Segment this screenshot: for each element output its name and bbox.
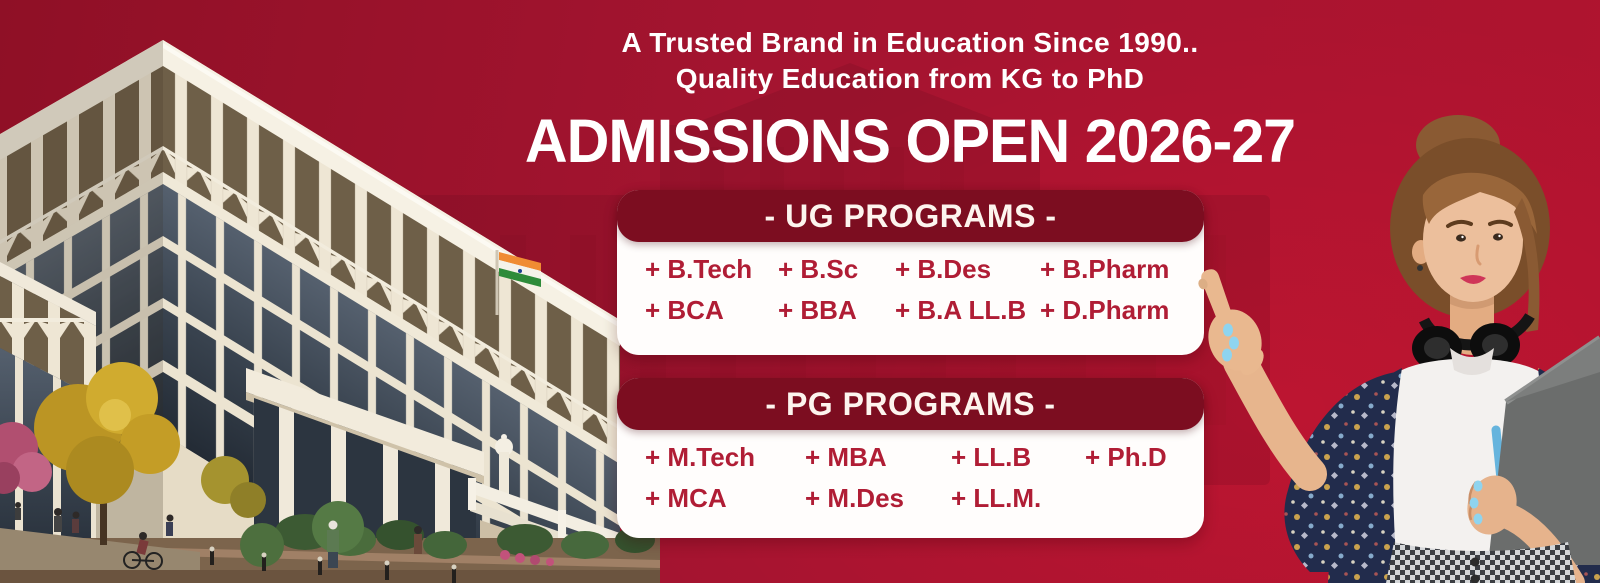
tagline-line1: A Trusted Brand in Education Since 1990.… xyxy=(621,27,1199,58)
program-item: + B.A LL.B xyxy=(895,295,1027,325)
pg-programs-list: + M.Tech + MBA + LL.B + Ph.D + MCA + M.D… xyxy=(617,378,1204,514)
campus-building-photo xyxy=(0,40,660,583)
program-item: + B.Pharm xyxy=(1040,254,1170,284)
student-photo xyxy=(1198,115,1600,583)
program-item: + B.Sc xyxy=(778,254,859,284)
pedestrians xyxy=(15,502,422,570)
pg-programs-header: - PG PROGRAMS - xyxy=(617,378,1204,430)
program-item: + MCA xyxy=(645,483,727,513)
tagline-line2: Quality Education from KG to PhD xyxy=(675,63,1145,94)
ug-programs-list: + B.Tech + B.Sc + B.Des + B.Pharm + BCA … xyxy=(617,190,1204,326)
program-item: + B.Des xyxy=(895,254,992,284)
student-face xyxy=(1412,172,1540,332)
program-item: + B.Tech xyxy=(645,254,753,284)
program-item: + LL.B xyxy=(951,442,1032,472)
ug-programs-header: - UG PROGRAMS - xyxy=(617,190,1204,242)
bollard-lights xyxy=(209,546,457,583)
india-flag-icon xyxy=(495,250,541,315)
pg-programs-card: + M.Tech + MBA + LL.B + Ph.D + MCA + M.D… xyxy=(617,378,1204,538)
lamp-tower xyxy=(495,434,513,498)
headline: ADMISSIONS OPEN 2026-27 xyxy=(524,107,1296,175)
program-item: + Ph.D xyxy=(1085,442,1167,472)
program-item: + LL.M. xyxy=(951,483,1042,513)
program-item: + MBA xyxy=(805,442,887,472)
program-item: + BBA xyxy=(778,295,857,325)
program-item: + BCA xyxy=(645,295,724,325)
program-item: + M.Tech xyxy=(645,442,756,472)
skirt xyxy=(1386,542,1576,583)
ug-programs-card: + B.Tech + B.Sc + B.Des + B.Pharm + BCA … xyxy=(617,190,1204,355)
pointing-hand xyxy=(1198,269,1327,491)
yellow-tree xyxy=(34,362,180,545)
pink-flower-bush xyxy=(0,422,52,494)
program-item: + D.Pharm xyxy=(1040,295,1170,325)
tshirt-neckline xyxy=(1450,348,1494,375)
hero-text: A Trusted Brand in Education Since 1990.… xyxy=(430,0,1390,176)
program-item: + M.Des xyxy=(805,483,904,513)
tagline: A Trusted Brand in Education Since 1990.… xyxy=(430,25,1390,97)
